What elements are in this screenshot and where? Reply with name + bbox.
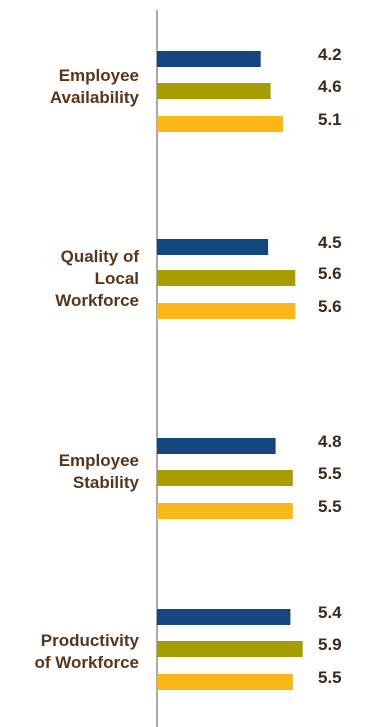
bar xyxy=(157,51,261,67)
category-label: Employee Availability xyxy=(49,66,139,107)
value-label: 4.6 xyxy=(318,77,342,96)
bar xyxy=(157,470,293,486)
bar xyxy=(157,609,291,625)
value-label: 5.6 xyxy=(318,297,342,316)
category-label: Employee Stability xyxy=(58,451,139,492)
bar xyxy=(157,641,303,657)
value-label: 5.5 xyxy=(318,464,342,483)
value-label: 4.2 xyxy=(318,45,342,64)
bar xyxy=(157,83,271,99)
category-label: Productivity of Workforce xyxy=(34,631,139,672)
value-label: 5.4 xyxy=(318,603,342,622)
bar xyxy=(157,270,296,286)
value-label: 4.8 xyxy=(318,432,342,451)
bar xyxy=(157,116,283,132)
value-label: 5.5 xyxy=(318,497,342,516)
category-label: Quality of Local Workforce xyxy=(55,247,139,310)
bar xyxy=(157,503,293,519)
value-label: 5.1 xyxy=(318,110,342,129)
value-label: 5.9 xyxy=(318,635,342,654)
bar xyxy=(157,438,276,454)
value-label: 4.5 xyxy=(318,233,342,252)
value-label: 5.6 xyxy=(318,264,342,283)
bar xyxy=(157,239,269,255)
value-label: 5.5 xyxy=(318,668,342,687)
bar xyxy=(157,303,296,319)
bar xyxy=(157,674,293,690)
